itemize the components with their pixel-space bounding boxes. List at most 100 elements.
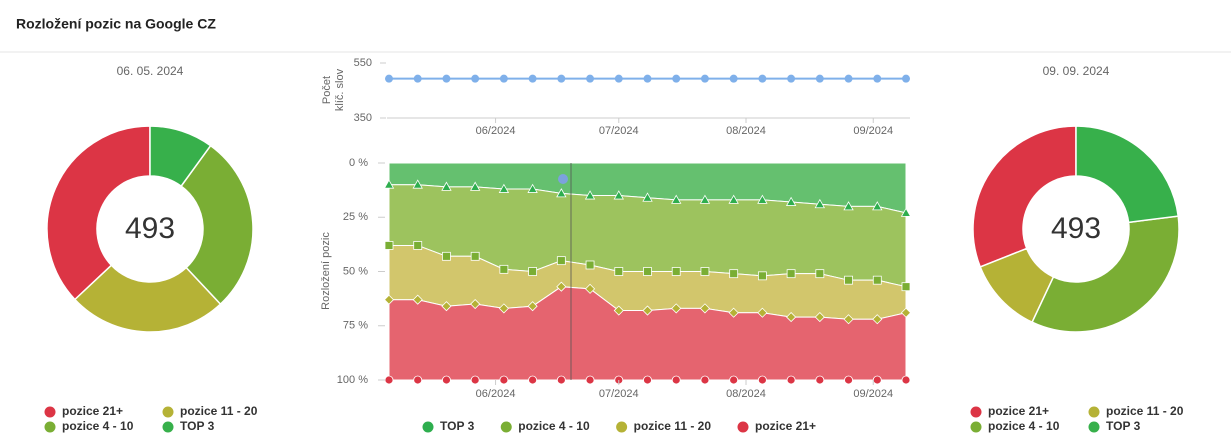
- y-tick-label: 350: [354, 112, 372, 124]
- line-point: [413, 74, 422, 83]
- marker: [499, 264, 509, 274]
- legend-swatch: [970, 421, 982, 433]
- page-title: Rozložení pozic na Google CZ: [16, 16, 216, 32]
- marker: [441, 181, 452, 191]
- legend-label: pozice 4 - 10: [518, 419, 590, 433]
- line-point: [758, 74, 767, 83]
- donut-total: 493: [1051, 212, 1101, 245]
- x-tick-label: 06/2024: [476, 125, 516, 137]
- line-point: [815, 74, 824, 83]
- x-tick-label: 07/2024: [599, 388, 639, 400]
- line-point: [700, 74, 709, 83]
- legend-swatch: [422, 421, 434, 433]
- marker: [614, 267, 624, 276]
- donut-segment: [972, 125, 1077, 268]
- legend-swatch: [616, 421, 628, 433]
- marker: [757, 194, 768, 204]
- y-tick-label: 0 %: [349, 157, 368, 169]
- y-tick-label: 50 %: [343, 265, 368, 277]
- marker: [671, 303, 682, 314]
- marker: [757, 375, 767, 385]
- marker: [757, 271, 767, 281]
- line-point: [614, 74, 623, 83]
- x-tick-label: 08/2024: [726, 388, 766, 400]
- legend-label: pozice 11 - 20: [1106, 404, 1184, 418]
- donut-total: 493: [125, 212, 175, 245]
- marker: [844, 275, 853, 285]
- donut-date: 06. 05. 2024: [117, 64, 184, 78]
- marker: [815, 375, 825, 385]
- marker: [413, 241, 423, 250]
- y-axis-title: klíč. slov: [334, 68, 346, 111]
- marker: [728, 307, 739, 318]
- marker: [383, 179, 395, 189]
- marker: [498, 303, 509, 314]
- marker: [786, 375, 796, 385]
- legend-swatch: [970, 406, 982, 418]
- marker: [643, 267, 652, 276]
- marker: [700, 267, 710, 276]
- marker: [384, 375, 394, 385]
- marker: [814, 312, 825, 323]
- marker: [470, 298, 481, 310]
- y-axis-title: Počet: [321, 76, 333, 104]
- legend-label: pozice 21+: [988, 404, 1049, 418]
- marker: [729, 375, 739, 385]
- marker: [584, 190, 596, 200]
- marker: [699, 303, 711, 314]
- marker: [815, 269, 825, 279]
- marker: [671, 267, 681, 276]
- y-tick-label: 25 %: [343, 211, 368, 223]
- marker: [442, 375, 451, 385]
- legend-label: pozice 21+: [755, 419, 816, 433]
- marker: [556, 256, 566, 266]
- donut-segment: [73, 264, 222, 333]
- marker: [900, 207, 912, 217]
- legend-label: pozice 21+: [62, 404, 123, 418]
- y-axis-title: Rozložení pozic: [320, 232, 332, 310]
- legend-label: pozice 4 - 10: [988, 419, 1060, 433]
- legend-swatch: [162, 421, 174, 433]
- line-point: [902, 74, 910, 83]
- marker: [671, 375, 681, 385]
- marker: [585, 260, 595, 270]
- legend-label: pozice 11 - 20: [634, 419, 712, 433]
- marker: [613, 305, 624, 316]
- donut-segment: [1031, 215, 1180, 333]
- donut-segment: [180, 144, 254, 306]
- marker: [901, 375, 911, 385]
- line-point: [499, 74, 508, 83]
- marker: [786, 269, 796, 279]
- line-point: [787, 74, 796, 83]
- marker: [872, 201, 883, 211]
- y-tick-label: 550: [354, 57, 372, 69]
- line-point: [672, 74, 681, 83]
- y-tick-label: 75 %: [343, 320, 368, 332]
- annotation-icon: [558, 174, 568, 184]
- marker: [729, 269, 739, 279]
- donut-segment: [1075, 125, 1180, 224]
- legend-label: TOP 3: [440, 419, 475, 433]
- marker: [412, 294, 423, 305]
- donut-segment: [46, 125, 151, 301]
- marker: [643, 375, 652, 385]
- marker: [556, 375, 566, 385]
- marker: [728, 194, 739, 204]
- marker: [844, 375, 853, 385]
- line-point: [385, 74, 393, 83]
- marker: [872, 314, 883, 325]
- legend-swatch: [44, 421, 56, 433]
- line-point: [557, 74, 566, 83]
- line-point: [471, 74, 480, 83]
- x-tick-label: 06/2024: [476, 388, 516, 400]
- marker: [843, 314, 854, 325]
- marker: [383, 294, 395, 305]
- legend-label: TOP 3: [180, 419, 215, 433]
- marker: [872, 275, 882, 285]
- x-tick-label: 09/2024: [853, 388, 893, 400]
- marker: [585, 375, 595, 385]
- marker: [901, 282, 911, 292]
- marker: [699, 194, 711, 204]
- marker: [527, 301, 538, 312]
- marker: [642, 192, 653, 202]
